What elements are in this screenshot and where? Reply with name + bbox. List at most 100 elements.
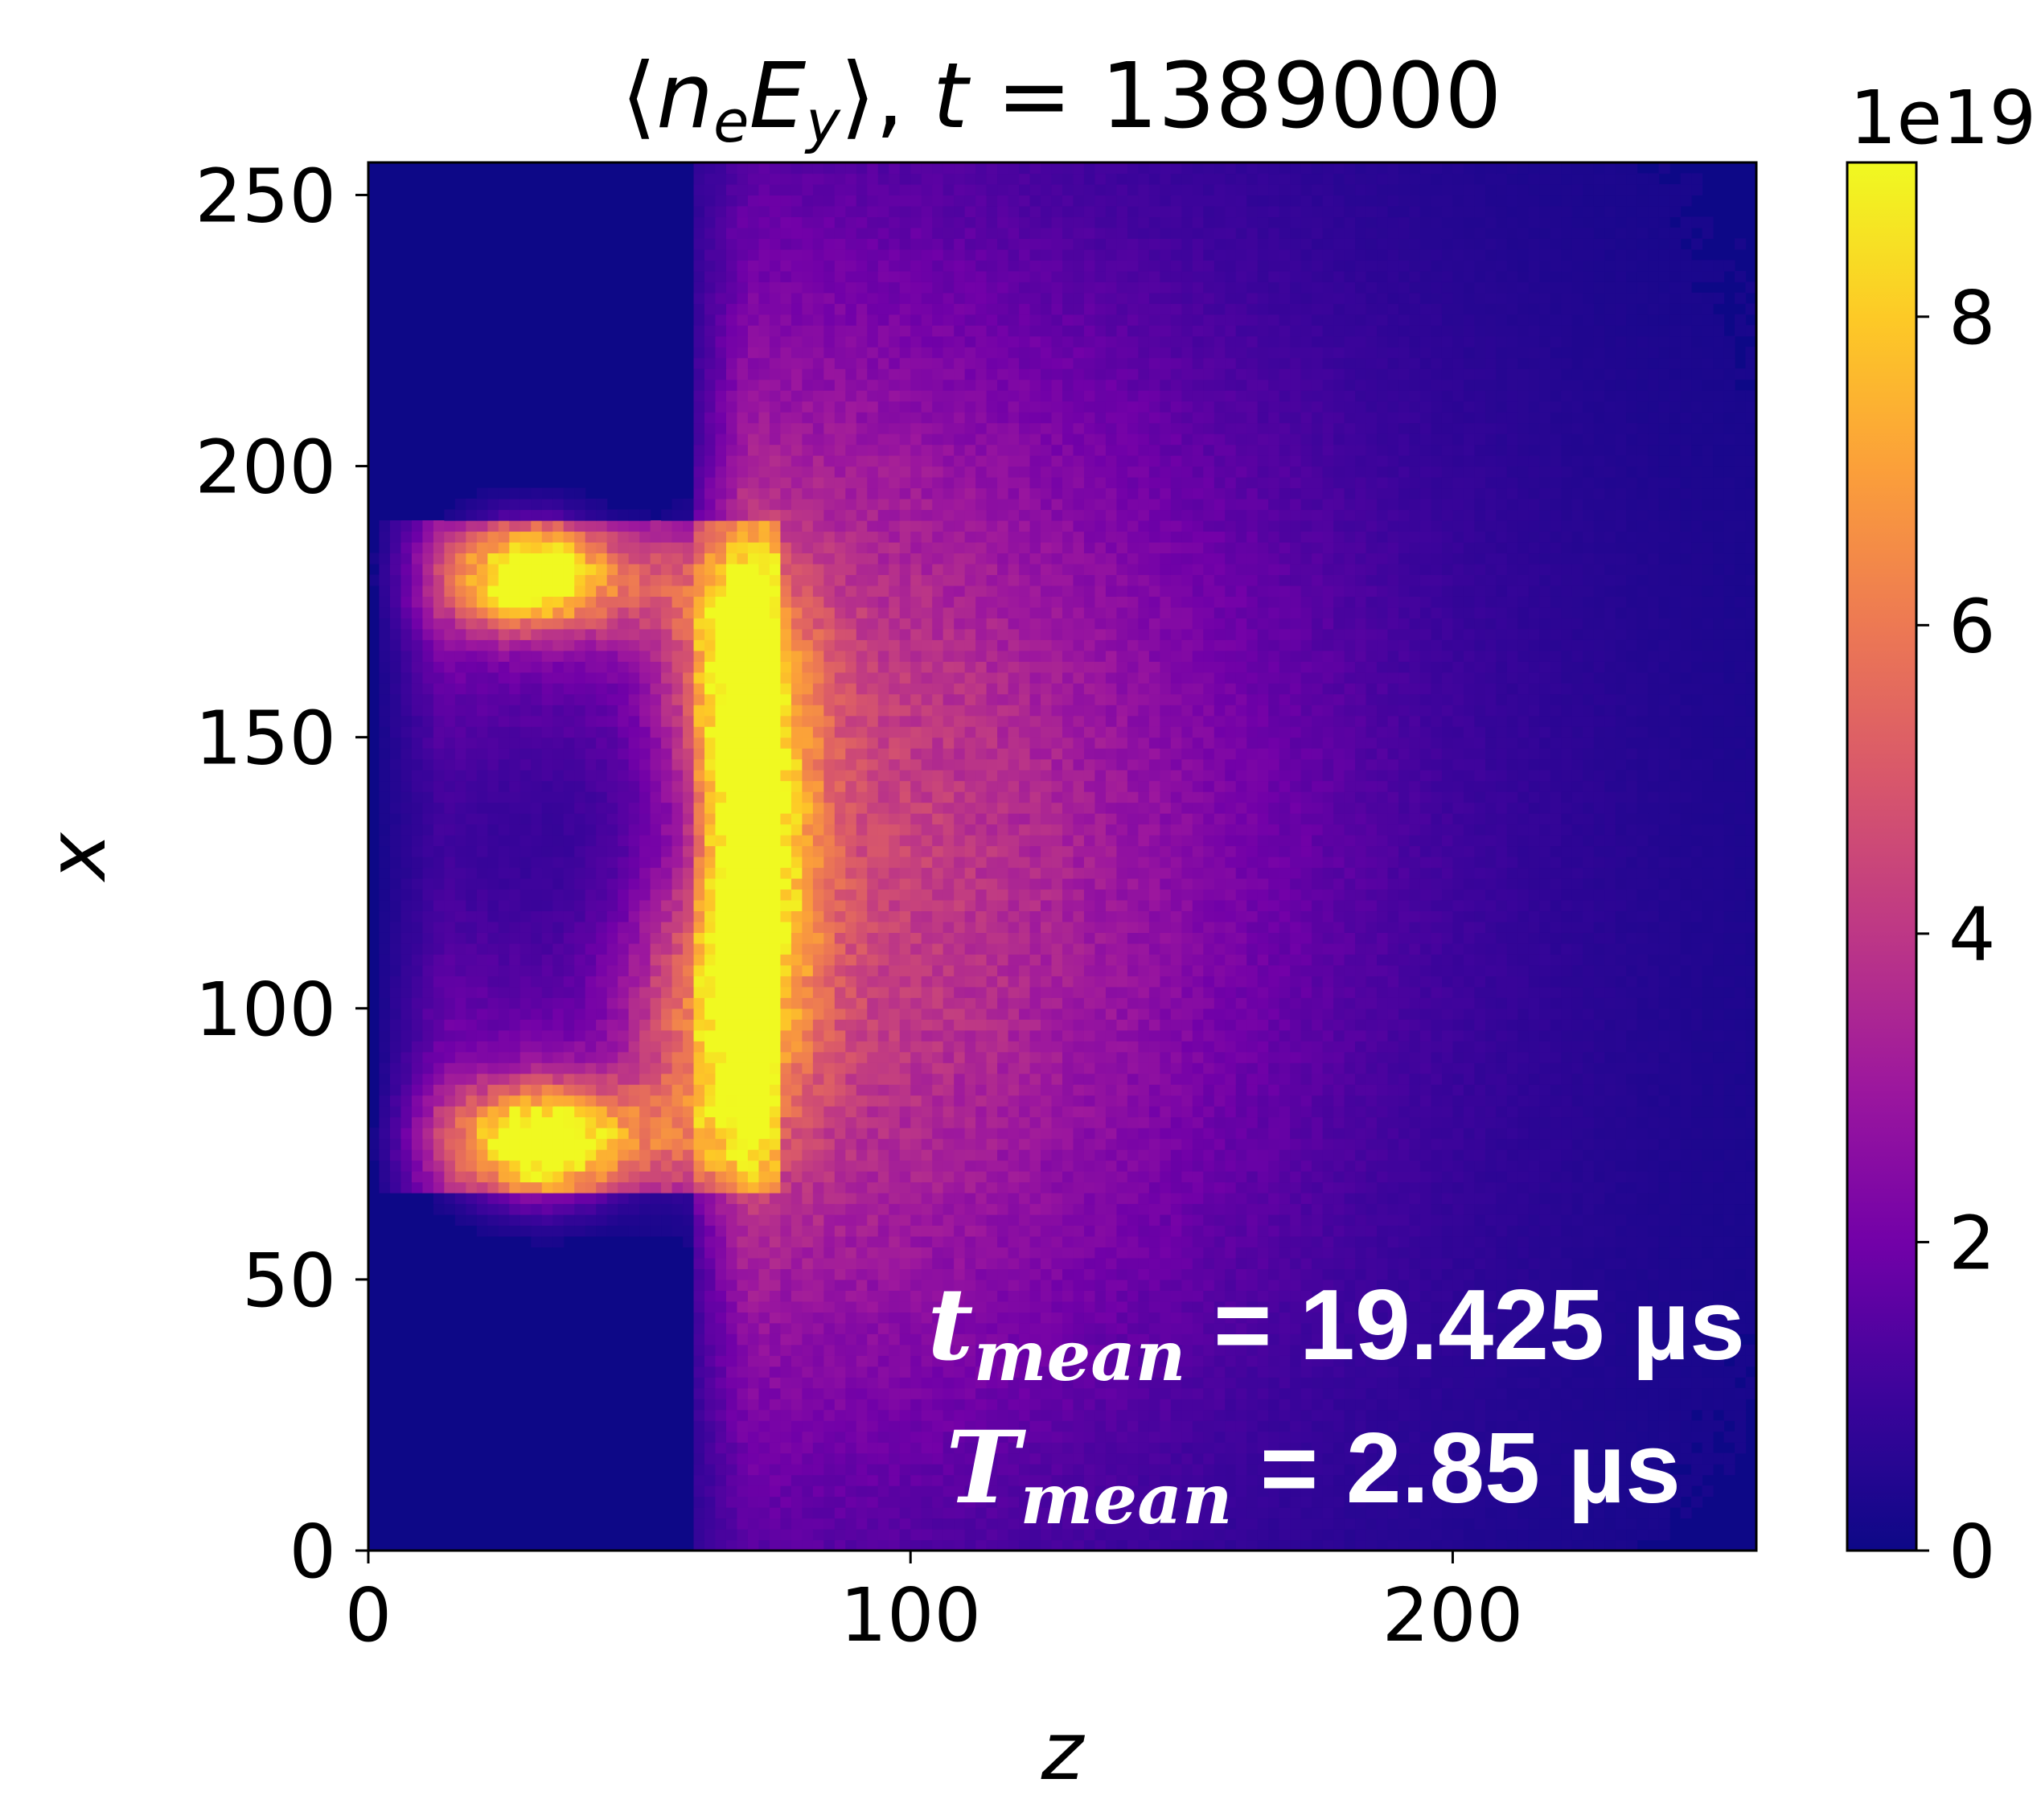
heatmap-cell <box>519 1171 532 1183</box>
heatmap-cell <box>1094 1420 1107 1432</box>
heatmap-cell <box>1246 1062 1259 1074</box>
heatmap-cell <box>1355 1214 1367 1226</box>
heatmap-cell <box>921 1160 933 1172</box>
heatmap-cell <box>1333 1138 1345 1150</box>
heatmap-cell <box>1019 1268 1031 1280</box>
heatmap-cell <box>1474 1235 1486 1248</box>
heatmap-cell <box>618 1171 630 1183</box>
heatmap-cell <box>1300 1474 1312 1486</box>
heatmap-cell <box>1073 1084 1085 1096</box>
heatmap-cell <box>1041 1442 1053 1454</box>
heatmap-cell <box>877 1474 889 1486</box>
heatmap-cell <box>802 1518 814 1530</box>
heatmap-cell <box>823 1431 836 1443</box>
heatmap-cell <box>683 1138 695 1150</box>
heatmap-cell <box>1528 1095 1540 1107</box>
heatmap-cell <box>1474 1106 1486 1118</box>
heatmap-cell <box>1550 1235 1562 1248</box>
heatmap-cell <box>1496 1474 1508 1486</box>
heatmap-cell <box>618 1193 630 1205</box>
heatmap-cell <box>725 1344 738 1356</box>
heatmap-cell <box>1636 1235 1649 1248</box>
heatmap-cell <box>1431 1203 1443 1215</box>
heatmap-cell <box>1322 1181 1334 1193</box>
heatmap-cell <box>1127 1518 1139 1530</box>
heatmap-cell <box>1181 1160 1193 1172</box>
heatmap-cell <box>628 1084 640 1096</box>
heatmap-cell <box>845 1344 857 1356</box>
heatmap-cell <box>812 1214 824 1226</box>
heatmap-cell <box>1615 1257 1627 1269</box>
heatmap-cells <box>368 162 1756 1551</box>
heatmap-cell <box>541 1203 553 1215</box>
heatmap-cell <box>1431 1149 1443 1161</box>
heatmap-cell <box>758 1539 770 1551</box>
heatmap-cell <box>1290 1225 1302 1237</box>
heatmap-cell <box>964 1106 976 1118</box>
heatmap-cell <box>1723 1084 1735 1096</box>
heatmap-cell <box>1723 1214 1735 1226</box>
heatmap-cell <box>1029 1247 1041 1259</box>
heatmap-cell <box>867 1116 879 1128</box>
heatmap-cell <box>498 1138 510 1150</box>
heatmap-cell <box>1431 1496 1443 1508</box>
heatmap-cell <box>812 1529 824 1541</box>
heatmap-cell <box>737 1496 749 1508</box>
heatmap-cell <box>1485 1106 1497 1118</box>
heatmap-cell <box>899 1485 911 1497</box>
heatmap-cell <box>1593 1181 1605 1193</box>
heatmap-cell <box>1496 1062 1508 1074</box>
heatmap-cell <box>1496 1387 1508 1399</box>
heatmap-cell <box>1669 1128 1682 1140</box>
heatmap-cell <box>1073 1442 1085 1454</box>
heatmap-cell <box>1094 1507 1107 1519</box>
heatmap-cell <box>1550 1062 1562 1074</box>
heatmap-cell <box>877 1442 889 1454</box>
heatmap-cell <box>1691 1084 1703 1096</box>
heatmap-cell <box>1561 1247 1573 1259</box>
heatmap-cell <box>812 1084 824 1096</box>
heatmap-cell <box>1702 1106 1714 1118</box>
heatmap-cell <box>845 1279 857 1291</box>
heatmap-cell <box>1377 1225 1389 1237</box>
heatmap-cell <box>725 1268 738 1280</box>
heatmap-cell <box>1138 1507 1150 1519</box>
heatmap-cell <box>650 1128 662 1140</box>
heatmap-cell <box>1041 1171 1053 1183</box>
heatmap-cell <box>1051 1290 1063 1302</box>
heatmap-cell <box>596 1160 608 1172</box>
heatmap-cell <box>1116 1409 1128 1421</box>
heatmap-cell <box>715 1128 727 1140</box>
heatmap-cell <box>899 1344 911 1356</box>
heatmap-cell <box>1160 1431 1172 1443</box>
heatmap-cell <box>1246 1399 1259 1411</box>
heatmap-cell <box>1636 1149 1649 1161</box>
heatmap-cell <box>1160 1539 1172 1551</box>
heatmap-cell <box>758 1268 770 1280</box>
heatmap-cell <box>606 1181 618 1193</box>
heatmap-cell <box>1517 1051 1530 1063</box>
heatmap-cell <box>1713 1171 1725 1183</box>
heatmap-cell <box>1214 1214 1226 1226</box>
heatmap-cell <box>932 1138 944 1150</box>
heatmap-cell <box>921 1225 933 1237</box>
heatmap-cell <box>1615 1399 1627 1411</box>
heatmap-cell <box>541 1095 553 1107</box>
heatmap-cell <box>1160 1268 1172 1280</box>
heatmap-cell <box>747 1322 760 1334</box>
heatmap-cell <box>444 1149 456 1161</box>
heatmap-cell <box>986 1518 998 1530</box>
heatmap-cell <box>1300 1539 1312 1551</box>
heatmap-cell <box>411 1062 424 1074</box>
heatmap-cell <box>1355 1387 1367 1399</box>
heatmap-cell <box>400 1084 413 1096</box>
heatmap-cell <box>942 1247 955 1259</box>
heatmap-cell <box>693 1355 705 1367</box>
heatmap-cell <box>910 1474 922 1486</box>
heatmap-cell <box>1246 1485 1259 1497</box>
heatmap-cell <box>715 1322 727 1334</box>
heatmap-cell <box>1116 1235 1128 1248</box>
heatmap-cell <box>856 1464 868 1476</box>
heatmap-cell <box>877 1312 889 1324</box>
heatmap-cell <box>379 1149 391 1161</box>
